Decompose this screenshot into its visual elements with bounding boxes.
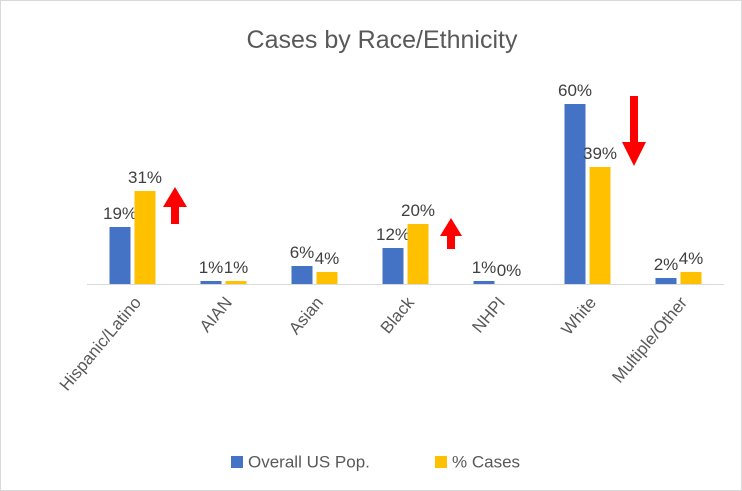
data-label: 1% xyxy=(472,258,497,277)
bar xyxy=(225,281,247,284)
bar xyxy=(382,248,404,284)
data-label: 0% xyxy=(497,261,522,280)
bar xyxy=(200,281,222,284)
data-label: 19% xyxy=(103,204,137,223)
data-label: 6% xyxy=(290,243,315,262)
bar xyxy=(407,224,429,284)
data-label: 20% xyxy=(401,201,435,220)
data-label: 4% xyxy=(315,249,340,268)
data-label: 1% xyxy=(199,258,224,277)
bar xyxy=(473,281,495,284)
bar xyxy=(655,278,677,284)
bar xyxy=(109,227,131,284)
bar xyxy=(589,167,611,284)
data-label: 4% xyxy=(679,249,704,268)
bar xyxy=(316,272,338,284)
legend-label: % Cases xyxy=(452,452,520,471)
data-label: 12% xyxy=(376,225,410,244)
legend-label: Overall US Pop. xyxy=(248,452,370,471)
data-label: 1% xyxy=(224,258,249,277)
bar xyxy=(680,272,702,284)
legend-swatch xyxy=(231,456,243,468)
bar xyxy=(291,266,313,284)
data-label: 31% xyxy=(128,168,162,187)
data-label: 60% xyxy=(558,81,592,100)
bar xyxy=(564,104,586,284)
bar xyxy=(134,191,156,284)
down-arrow xyxy=(622,96,646,166)
up-arrow xyxy=(440,218,462,249)
chart-title: Cases by Race/Ethnicity xyxy=(247,26,518,54)
up-arrow xyxy=(163,187,187,224)
legend-swatch xyxy=(435,456,447,468)
data-label: 2% xyxy=(654,255,679,274)
data-label: 39% xyxy=(583,144,617,163)
